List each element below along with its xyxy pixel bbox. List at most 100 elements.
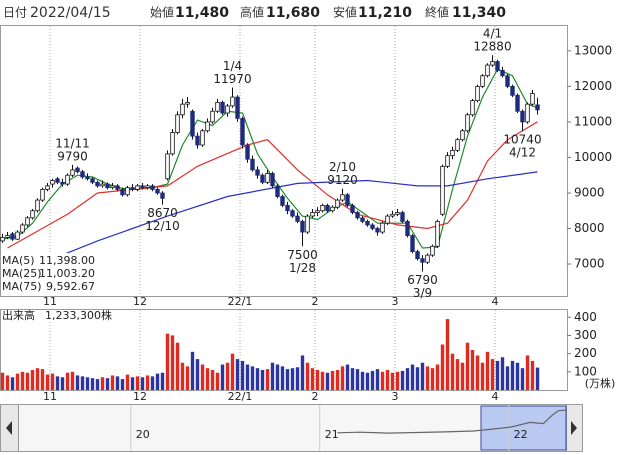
candle-body: [50, 180, 55, 185]
navigator-selection[interactable]: [480, 405, 567, 451]
candle-body: [150, 185, 155, 190]
volume-header-box: [1, 310, 111, 322]
candle-body: [205, 121, 210, 132]
volume-bar: [230, 353, 235, 390]
legend-name: MA(75): [2, 280, 42, 293]
candle-body: [175, 114, 180, 133]
volume-bar: [15, 373, 20, 390]
candle-body: [285, 205, 290, 212]
candle-body: [55, 178, 60, 183]
navigator-tick-label: 20: [136, 428, 150, 441]
volume-bar: [535, 367, 540, 390]
annotation-price: 7500: [287, 248, 318, 262]
volume-bar: [430, 368, 435, 390]
y-tick-label: 9000: [574, 185, 605, 199]
volume-bar: [440, 344, 445, 390]
volume-bar: [200, 364, 205, 390]
candle-body: [275, 185, 280, 197]
candle-body: [460, 130, 465, 141]
volume-bar: [295, 367, 300, 390]
annotation-price: 8670: [147, 206, 178, 220]
candle-body: [95, 181, 100, 187]
candle-body: [65, 174, 70, 185]
volume-bar: [75, 375, 80, 390]
volume-bar: [390, 372, 395, 390]
volume-bar: [490, 359, 495, 390]
candle-body: [530, 93, 535, 105]
volume-bar: [120, 379, 125, 390]
moving-average: [17, 171, 538, 274]
volume-bar: [215, 372, 220, 390]
y-tick-label: 13000: [574, 43, 612, 57]
candle-body: [125, 187, 130, 196]
volume-bar: [180, 362, 185, 390]
volume-bar: [195, 359, 200, 390]
volume-bar: [280, 366, 285, 390]
volume-bar: [470, 350, 475, 390]
candle-body: [435, 220, 440, 247]
volume-bar: [345, 364, 350, 390]
candle-body: [130, 187, 135, 190]
volume-bar: [130, 377, 135, 390]
legend-value: 9,592.67: [46, 280, 95, 293]
header-label: 日付: [3, 6, 27, 20]
candle-body: [210, 110, 215, 123]
navigator-line: [337, 409, 567, 434]
header-label: 安値: [333, 5, 357, 20]
volume-bar: [95, 379, 100, 390]
candle-body: [455, 139, 460, 151]
candle-body: [445, 155, 450, 167]
volume-bar: [160, 372, 165, 390]
x-tick-label: 11: [43, 295, 57, 308]
candle-body: [135, 185, 140, 190]
candle-body: [190, 110, 195, 137]
candle-body: [350, 205, 355, 213]
candle-body: [380, 222, 385, 233]
volume-bar: [105, 378, 110, 390]
x-tick-label: 4: [492, 295, 499, 308]
candle-body: [295, 215, 300, 222]
candle-body: [265, 173, 270, 183]
candle-body: [225, 105, 230, 114]
candle-body: [140, 185, 145, 189]
volume-tick-label: 200: [574, 346, 597, 360]
annotation-date: 3/9: [413, 286, 432, 300]
candle-body: [30, 210, 35, 219]
volume-bar: [300, 355, 305, 390]
candle-body: [0, 236, 5, 242]
volume-bar: [115, 376, 120, 390]
candle-body: [165, 153, 170, 180]
header-label: 終値: [425, 5, 449, 20]
volume-bar: [320, 371, 325, 390]
volume-bar: [25, 372, 30, 390]
annotation-date: 4/1: [483, 27, 502, 41]
volume-bar: [325, 372, 330, 390]
annotation-date: 1/4: [223, 59, 242, 73]
candle-body: [10, 233, 15, 240]
price-pane: [0, 25, 568, 297]
volume-bar: [510, 360, 515, 390]
candle-body: [345, 194, 350, 206]
volume-bar: [245, 364, 250, 390]
y-tick-label: 7000: [574, 257, 605, 271]
candle-body: [280, 196, 285, 206]
x-tick-label: 2: [312, 295, 319, 308]
volume-bar: [10, 377, 15, 390]
candle-body: [370, 224, 375, 229]
candle-body: [360, 217, 365, 222]
candle-body: [365, 220, 370, 226]
volume-bar: [385, 370, 390, 390]
volume-bar: [260, 370, 265, 390]
volume-bar: [360, 371, 365, 390]
volume-bar: [500, 357, 505, 390]
volume-bar: [70, 371, 75, 390]
volume-bar: [515, 362, 520, 390]
candle-body: [420, 258, 425, 263]
volume-tick-label: 400: [574, 310, 597, 324]
volume-bar: [135, 376, 140, 390]
volume-unit: (万株): [585, 376, 616, 390]
x-tick-label: 22/1: [228, 295, 253, 308]
volume-bar: [150, 376, 155, 390]
candle-body: [300, 220, 305, 233]
candle-body: [335, 199, 340, 208]
